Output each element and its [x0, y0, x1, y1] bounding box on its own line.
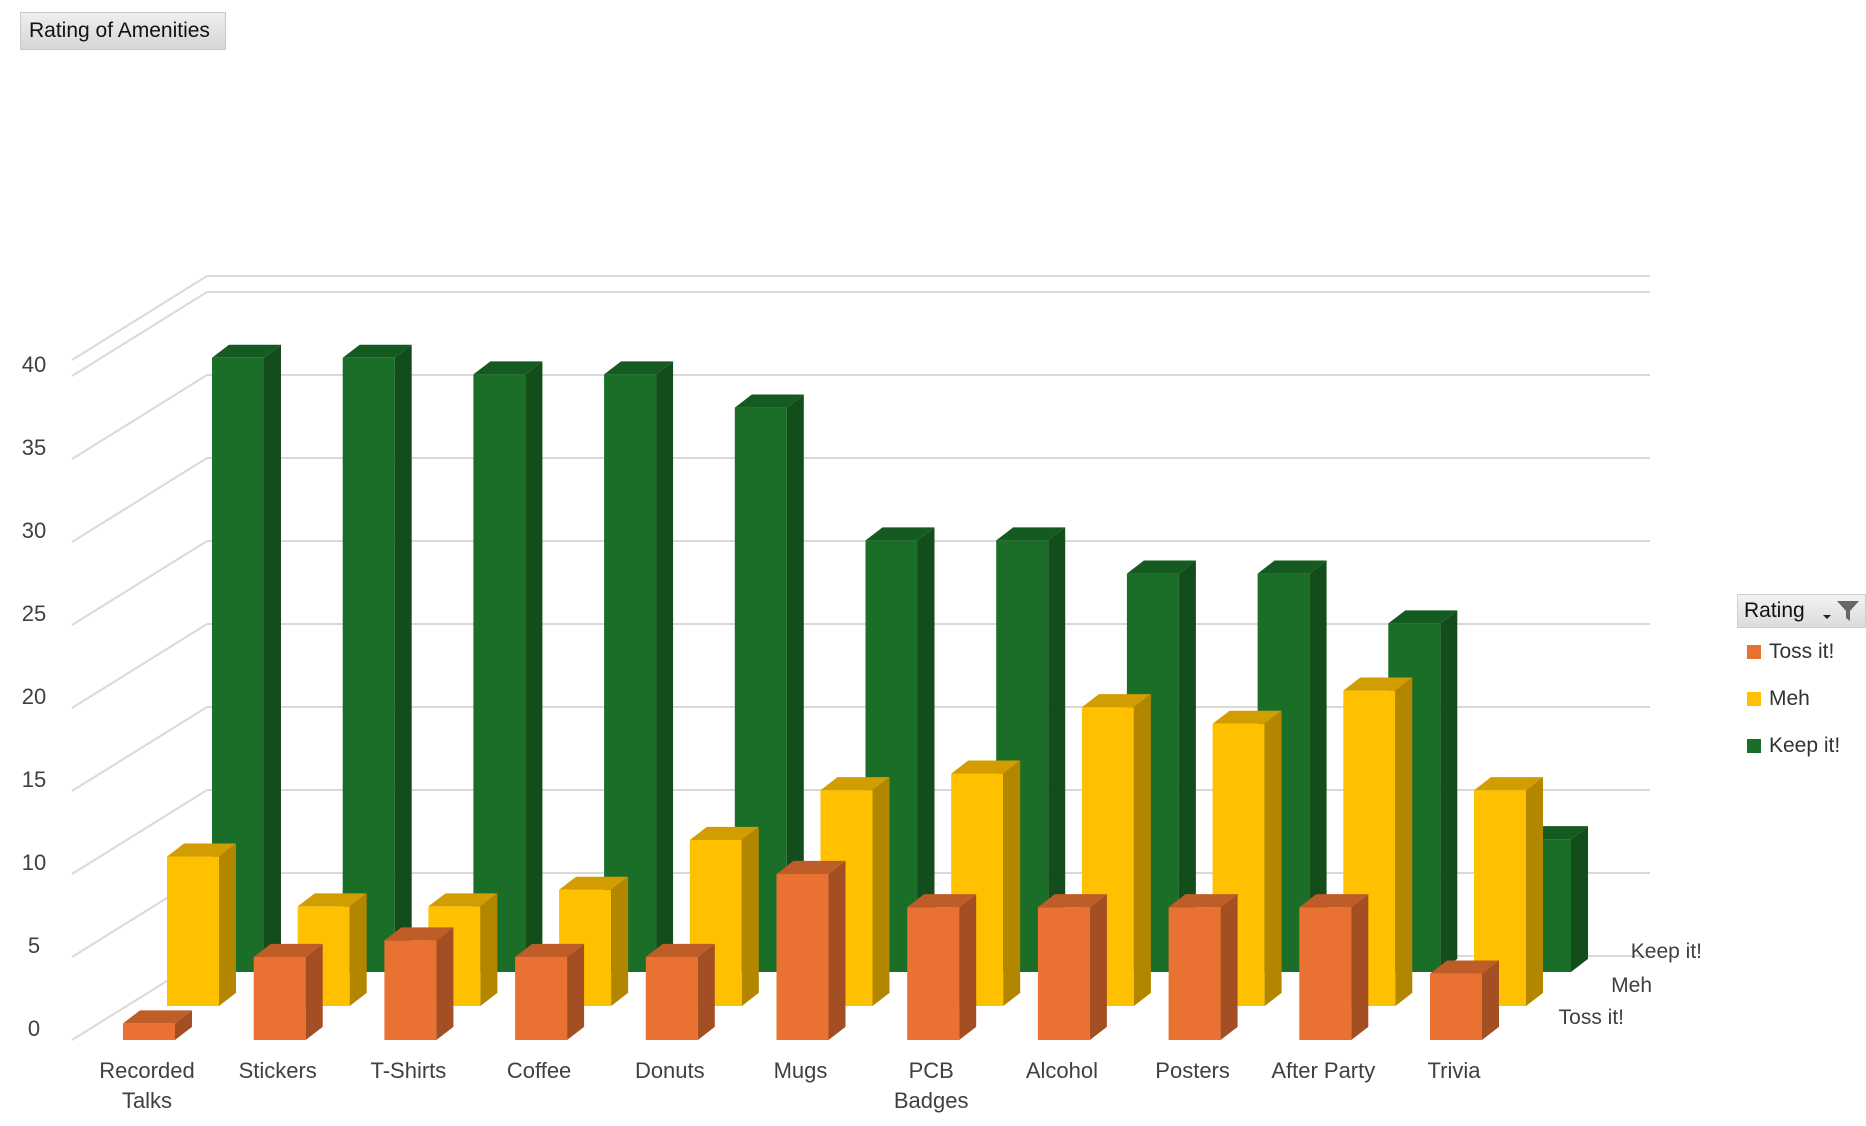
bar-keep-it--3 [604, 361, 674, 972]
x-tick-label: T-Shirts [371, 1058, 447, 1083]
bar-toss-it--4 [645, 943, 715, 1040]
y-tick-label: 40 [22, 352, 46, 377]
legend-label: Keep it! [1769, 733, 1841, 757]
bar-toss-it--0 [123, 1010, 192, 1040]
bar-keep-it--2 [473, 361, 543, 972]
x-tick-label: After Party [1271, 1058, 1375, 1083]
bar-toss-it--7 [1037, 894, 1107, 1040]
legend-entry[interactable]: Meh [1737, 675, 1866, 722]
gridline-depth [71, 706, 208, 792]
y-tick-label: 35 [22, 435, 46, 460]
legend-swatch [1747, 644, 1761, 659]
legend-label: Meh [1769, 686, 1810, 710]
gridline-depth [71, 457, 208, 543]
y-tick-label: 15 [22, 767, 46, 792]
x-tick-label: Posters [1155, 1058, 1230, 1083]
bar-meh-9 [1343, 677, 1413, 1006]
gridline-depth-top [71, 275, 208, 361]
legend-field-button[interactable]: Rating [1737, 594, 1866, 628]
x-tick-label: Stickers [239, 1058, 317, 1083]
legend-swatch [1747, 691, 1761, 706]
legend-label: Toss it! [1769, 639, 1835, 663]
chart-title-button[interactable]: Rating of Amenities [20, 12, 226, 50]
y-tick-label: 25 [22, 601, 46, 626]
bar-meh-0 [167, 843, 236, 1006]
legend-entry[interactable]: Keep it! [1737, 722, 1866, 769]
y-tick-label: 5 [28, 933, 40, 958]
x-tick-label: Donuts [635, 1058, 705, 1083]
gridline-depth [71, 789, 208, 875]
y-tick-label: 30 [22, 518, 46, 543]
bar-meh-6 [951, 760, 1021, 1006]
bar-toss-it--10 [1430, 960, 1499, 1040]
gridline-depth [71, 374, 208, 460]
dropdown-arrow-icon [1823, 615, 1831, 619]
legend-entry[interactable]: Toss it! [1737, 628, 1866, 675]
bar-toss-it--6 [907, 894, 977, 1040]
legend-swatch [1747, 738, 1761, 753]
x-tick-label: Coffee [507, 1058, 571, 1083]
bar-toss-it--3 [515, 943, 585, 1040]
x-tick-label: Trivia [1428, 1058, 1482, 1083]
y-tick-label: 20 [22, 684, 46, 709]
depth-tick-label: Meh [1611, 974, 1652, 997]
x-tick-label: Alcohol [1026, 1058, 1098, 1083]
y-axis-ticks: 0 5 10 15 20 25 30 35 40 [22, 352, 46, 1041]
gridline-depth [71, 623, 208, 709]
legend-title: Rating [1744, 599, 1805, 622]
bar-meh-4 [689, 826, 759, 1006]
y-tick-label: 10 [22, 850, 46, 875]
bar-toss-it--2 [384, 927, 454, 1040]
gridline-depth [71, 540, 208, 626]
depth-tick-label: Toss it! [1559, 1006, 1624, 1029]
bar-toss-it--8 [1168, 894, 1238, 1040]
bar-keep-it--10 [1519, 826, 1588, 972]
bar-toss-it--5 [776, 860, 846, 1040]
filter-funnel-icon [1837, 601, 1859, 621]
x-tick-label: PCB Badges [894, 1058, 969, 1113]
depth-tick-label: Keep it! [1631, 940, 1702, 963]
x-tick-label: Recorded Talks [99, 1058, 194, 1113]
x-tick-label: Mugs [774, 1058, 828, 1083]
bar-toss-it--9 [1299, 894, 1369, 1040]
depth-axis-ticks: Toss it! Meh Keep it! [1559, 940, 1702, 1029]
legend: Rating Toss it! Meh Keep it! [1737, 594, 1866, 769]
y-tick-label: 0 [28, 1016, 40, 1041]
bars [123, 344, 1588, 1040]
bar-keep-it--1 [342, 344, 412, 972]
filter-button[interactable] [1819, 598, 1861, 624]
x-axis-ticks: Recorded Talks Stickers T-Shirts Coffee Donut… [99, 1058, 1481, 1113]
chart-title: Rating of Amenities [29, 19, 210, 42]
gridline-depth [71, 291, 208, 377]
bar-toss-it--1 [253, 943, 323, 1040]
